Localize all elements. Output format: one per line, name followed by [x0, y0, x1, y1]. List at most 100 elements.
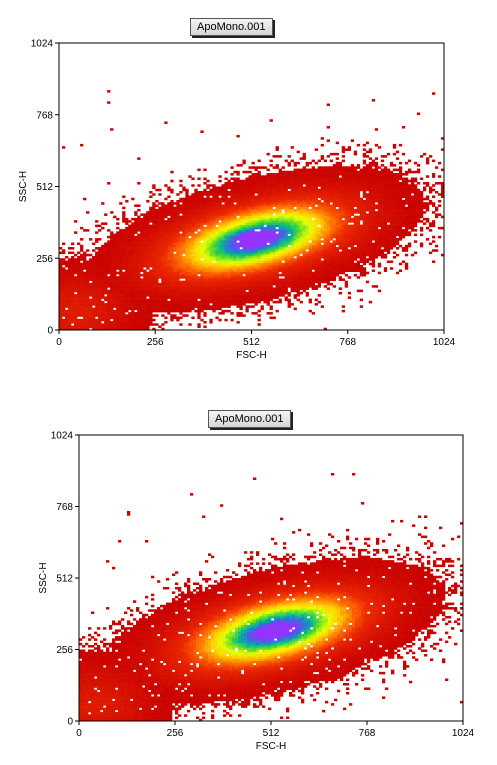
density-cell	[65, 321, 69, 324]
density-cell	[197, 224, 201, 228]
density-cell	[113, 242, 117, 246]
density-cell	[68, 264, 72, 268]
density-cell	[161, 280, 165, 284]
density-cell	[143, 251, 147, 255]
density-cell	[128, 316, 132, 320]
density-cell	[104, 276, 108, 279]
density-cell	[329, 231, 334, 234]
density-cell	[131, 294, 135, 297]
density-cell	[263, 269, 267, 272]
density-cell	[173, 220, 177, 223]
density-cell	[287, 258, 291, 261]
density-cell	[272, 287, 276, 290]
density-cell	[104, 287, 108, 290]
density-cell	[356, 197, 361, 201]
density-cell	[209, 244, 213, 248]
density-cell	[92, 264, 96, 268]
density-cell	[62, 296, 66, 299]
density-cell	[419, 215, 424, 219]
density-cell	[224, 224, 228, 228]
density-cell	[215, 249, 219, 252]
density-cell	[167, 231, 171, 234]
density-cell	[260, 220, 264, 223]
density-cell	[101, 323, 105, 326]
density-cell	[242, 238, 246, 241]
density-cell	[377, 231, 382, 234]
density-cell	[86, 282, 90, 286]
density-cell	[380, 235, 385, 239]
density-cell	[203, 244, 207, 248]
density-cell	[290, 231, 294, 234]
density-cell	[98, 307, 102, 311]
density-cell	[269, 215, 273, 219]
density-cell	[323, 197, 327, 201]
density-cell	[164, 231, 168, 234]
density-cell	[344, 240, 349, 243]
density-cell	[344, 235, 349, 239]
density-cell	[236, 226, 240, 230]
density-cell	[311, 282, 315, 286]
density-cell	[74, 262, 78, 266]
density-cell	[389, 202, 394, 205]
density-cell	[299, 240, 303, 243]
density-cell	[185, 256, 189, 259]
density-cell	[269, 224, 273, 228]
density-cell	[113, 300, 117, 304]
density-cell	[152, 211, 156, 214]
density-cell	[59, 280, 63, 284]
density-cell	[65, 262, 69, 266]
density-cell	[215, 273, 219, 277]
density-cell	[239, 314, 243, 317]
density-cell	[182, 260, 186, 264]
density-cell	[299, 215, 303, 219]
density-cell	[350, 238, 355, 241]
density-cell	[308, 242, 312, 246]
density-cell	[290, 280, 294, 284]
density-cell	[128, 231, 132, 234]
density-cell	[86, 296, 90, 299]
density-cell	[92, 323, 96, 326]
density-cell	[335, 217, 340, 221]
density-cell	[212, 211, 216, 214]
density-cell	[71, 260, 75, 264]
density-cell	[332, 264, 337, 268]
density-cell	[80, 282, 84, 286]
density-cell	[356, 220, 361, 223]
density-cell	[197, 258, 201, 261]
density-cell	[227, 309, 231, 313]
density-cell	[176, 280, 180, 284]
density-cell	[77, 307, 81, 311]
density-cell	[293, 262, 297, 266]
density-cell	[344, 222, 349, 225]
density-cell	[311, 253, 315, 257]
density-cell	[389, 242, 394, 246]
density-cell	[230, 229, 234, 232]
density-cell	[257, 294, 261, 297]
density-cell	[194, 238, 198, 241]
density-cell	[260, 222, 264, 225]
density-cell	[383, 247, 388, 250]
density-cell	[149, 208, 153, 212]
density-cell	[386, 240, 391, 243]
density-cell	[59, 298, 63, 302]
density-cell	[350, 199, 355, 203]
density-cell	[290, 206, 294, 210]
density-cell	[317, 262, 321, 266]
density-cell	[287, 220, 291, 223]
density-cell	[404, 249, 409, 252]
density-cell	[404, 226, 409, 230]
density-cell	[188, 253, 192, 257]
density-cell	[284, 253, 288, 257]
density-cell	[320, 220, 324, 223]
density-cell	[188, 298, 192, 302]
density-cell	[98, 312, 102, 315]
density-cell	[182, 231, 186, 234]
density-cell	[107, 244, 111, 248]
density-cell	[98, 229, 102, 232]
density-cell	[257, 199, 261, 203]
density-cell	[65, 273, 69, 277]
density-cell	[356, 235, 361, 239]
density-cell	[308, 271, 312, 275]
density-cell	[200, 199, 204, 203]
density-cell	[368, 244, 373, 248]
